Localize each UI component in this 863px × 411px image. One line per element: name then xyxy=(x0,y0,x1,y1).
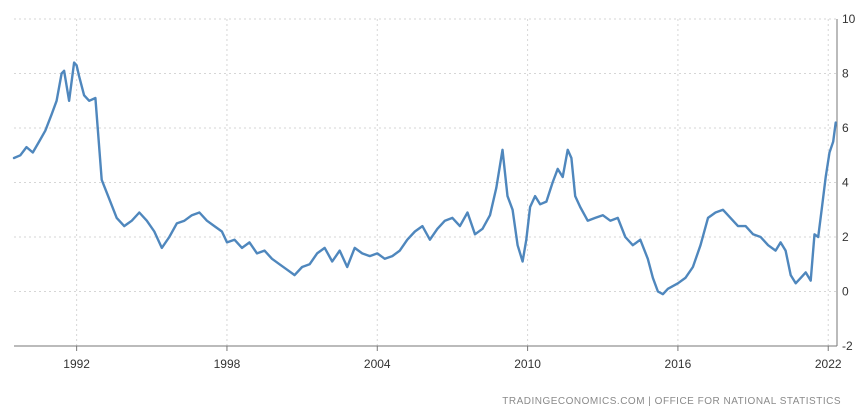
grid-lines xyxy=(14,18,837,346)
y-tick-label: 6 xyxy=(842,121,849,135)
series-line xyxy=(12,61,837,296)
x-tick-label: 1998 xyxy=(214,357,241,371)
y-tick-label: 2 xyxy=(842,230,849,244)
source-credit: TRADINGECONOMICS.COM | OFFICE FOR NATION… xyxy=(502,396,841,407)
y-tick-label: 4 xyxy=(842,176,849,190)
axes xyxy=(14,19,838,347)
y-tick-label: 10 xyxy=(842,12,856,26)
x-tick-label: 1992 xyxy=(63,357,90,371)
y-tick-label: 0 xyxy=(842,285,849,299)
y-tick-label: 8 xyxy=(842,67,849,81)
y-tick-labels: -2 0 2 4 6 8 10 xyxy=(842,12,856,353)
x-tick-label: 2016 xyxy=(665,357,692,371)
x-tick-label: 2010 xyxy=(514,357,541,371)
x-tick-labels: 1992 1998 2004 2010 2016 2022 xyxy=(63,346,842,371)
y-tick-label: -2 xyxy=(842,339,853,353)
x-tick-label: 2022 xyxy=(815,357,842,371)
x-tick-label: 2004 xyxy=(364,357,391,371)
series-layer xyxy=(12,61,837,296)
